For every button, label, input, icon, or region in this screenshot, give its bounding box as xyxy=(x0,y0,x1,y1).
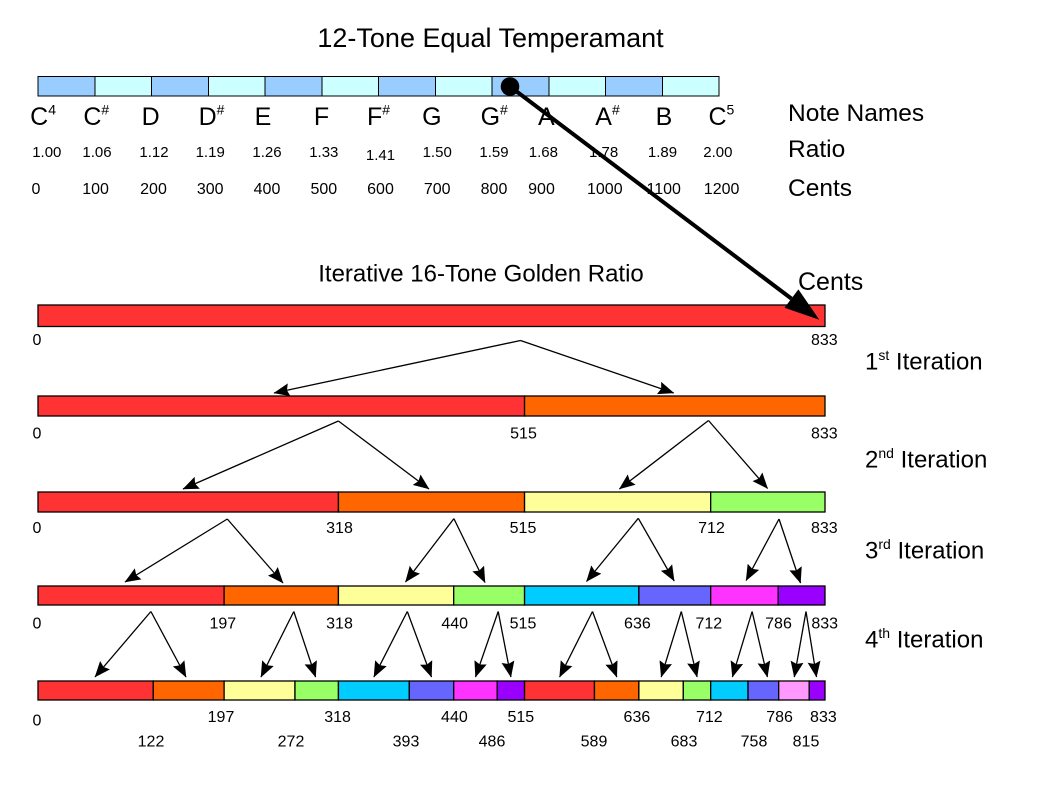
svg-text:318: 318 xyxy=(326,520,353,537)
svg-text:E: E xyxy=(255,103,272,131)
svg-text:786: 786 xyxy=(765,616,792,633)
svg-text:683: 683 xyxy=(671,734,698,751)
svg-text:0: 0 xyxy=(33,332,42,349)
svg-text:1.78: 1.78 xyxy=(589,144,618,161)
svg-text:2.00: 2.00 xyxy=(703,144,732,161)
svg-text:2nd Iteration: 2nd Iteration xyxy=(865,445,987,474)
svg-text:1.68: 1.68 xyxy=(529,144,558,161)
svg-text:636: 636 xyxy=(624,616,651,633)
svg-text:Ratio: Ratio xyxy=(788,136,845,163)
svg-text:Iterative 16-Tone Golden Ratio: Iterative 16-Tone Golden Ratio xyxy=(318,261,644,288)
svg-text:712: 712 xyxy=(695,616,722,633)
svg-text:900: 900 xyxy=(528,181,555,198)
svg-text:Cents: Cents xyxy=(798,268,863,296)
svg-text:D#: D# xyxy=(199,102,225,132)
svg-text:G: G xyxy=(422,103,441,131)
svg-text:515: 515 xyxy=(510,426,537,443)
svg-text:4th Iteration: 4th Iteration xyxy=(865,625,983,654)
svg-text:833: 833 xyxy=(811,332,838,349)
svg-text:833: 833 xyxy=(811,426,838,443)
svg-text:600: 600 xyxy=(367,181,394,198)
svg-text:0: 0 xyxy=(33,520,42,537)
svg-text:1.19: 1.19 xyxy=(196,144,225,161)
svg-text:F: F xyxy=(314,103,329,131)
svg-text:700: 700 xyxy=(424,181,451,198)
svg-text:200: 200 xyxy=(140,181,167,198)
svg-text:B: B xyxy=(656,103,673,131)
svg-text:1.59: 1.59 xyxy=(479,144,508,161)
svg-text:197: 197 xyxy=(209,616,236,633)
svg-text:1.12: 1.12 xyxy=(139,144,168,161)
svg-text:1.06: 1.06 xyxy=(82,144,111,161)
svg-text:393: 393 xyxy=(393,734,420,751)
svg-text:318: 318 xyxy=(324,709,351,726)
svg-text:1.89: 1.89 xyxy=(648,144,677,161)
svg-text:833: 833 xyxy=(811,616,838,633)
svg-text:515: 515 xyxy=(510,616,537,633)
svg-text:440: 440 xyxy=(441,616,468,633)
svg-text:786: 786 xyxy=(766,709,793,726)
svg-text:1.41: 1.41 xyxy=(366,147,395,164)
svg-text:D: D xyxy=(142,103,160,131)
svg-text:712: 712 xyxy=(698,520,725,537)
svg-text:636: 636 xyxy=(624,709,651,726)
svg-text:1st Iteration: 1st Iteration xyxy=(865,347,983,376)
svg-text:197: 197 xyxy=(208,709,235,726)
svg-text:800: 800 xyxy=(481,181,508,198)
svg-text:0: 0 xyxy=(33,426,42,443)
svg-text:0: 0 xyxy=(33,712,42,729)
svg-text:833: 833 xyxy=(811,520,838,537)
svg-text:1.33: 1.33 xyxy=(309,144,338,161)
svg-text:515: 515 xyxy=(507,709,534,726)
svg-text:0: 0 xyxy=(31,181,40,198)
svg-text:500: 500 xyxy=(310,181,337,198)
svg-text:1000: 1000 xyxy=(587,181,623,198)
svg-text:589: 589 xyxy=(581,734,608,751)
svg-text:1.00: 1.00 xyxy=(32,144,61,161)
svg-text:758: 758 xyxy=(741,734,768,751)
svg-text:1.50: 1.50 xyxy=(423,144,452,161)
svg-text:515: 515 xyxy=(510,520,537,537)
svg-text:300: 300 xyxy=(197,181,224,198)
svg-text:486: 486 xyxy=(479,734,506,751)
svg-text:272: 272 xyxy=(278,734,305,751)
svg-text:712: 712 xyxy=(696,709,723,726)
svg-text:833: 833 xyxy=(810,709,837,726)
svg-text:12-Tone Equal Temperamant: 12-Tone Equal Temperamant xyxy=(317,23,664,53)
svg-text:1.26: 1.26 xyxy=(252,144,281,161)
svg-text:Note Names: Note Names xyxy=(788,100,924,127)
svg-text:122: 122 xyxy=(138,734,165,751)
svg-text:100: 100 xyxy=(82,181,109,198)
svg-text:815: 815 xyxy=(793,734,820,751)
svg-text:1200: 1200 xyxy=(704,181,740,198)
svg-text:0: 0 xyxy=(33,616,42,633)
svg-text:Cents: Cents xyxy=(788,175,852,202)
svg-text:400: 400 xyxy=(254,181,281,198)
svg-text:318: 318 xyxy=(326,616,353,633)
svg-text:440: 440 xyxy=(441,709,468,726)
